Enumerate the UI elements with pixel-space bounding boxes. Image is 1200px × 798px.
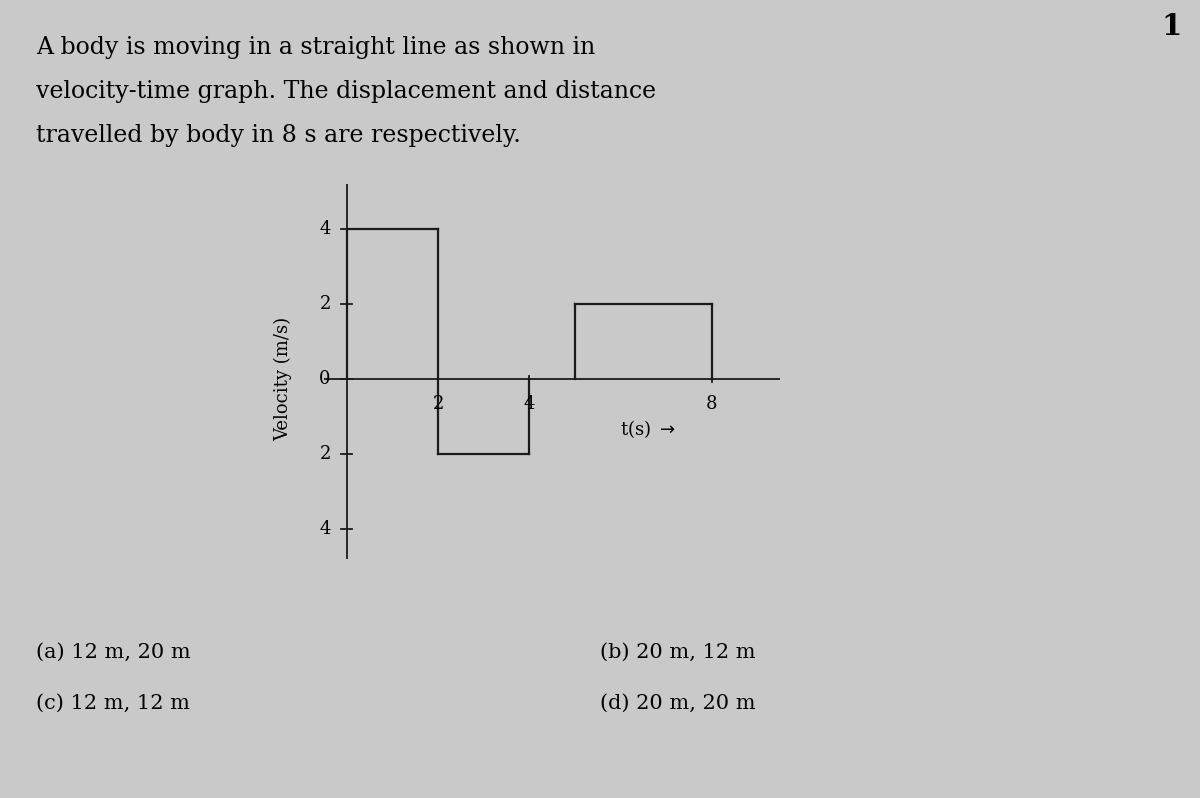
Text: 8: 8: [706, 396, 718, 413]
Text: 4: 4: [319, 519, 331, 538]
Text: Velocity (m/s): Velocity (m/s): [274, 317, 292, 440]
Text: (a) 12 m, 20 m: (a) 12 m, 20 m: [36, 642, 191, 662]
Text: 2: 2: [319, 294, 331, 313]
Text: t(s) $\rightarrow$: t(s) $\rightarrow$: [620, 418, 677, 440]
Text: (d) 20 m, 20 m: (d) 20 m, 20 m: [600, 694, 756, 713]
Text: 2: 2: [432, 396, 444, 413]
Text: 0: 0: [319, 369, 331, 388]
Text: 2: 2: [319, 444, 331, 463]
Text: A body is moving in a straight line as shown in: A body is moving in a straight line as s…: [36, 36, 595, 59]
Text: (b) 20 m, 12 m: (b) 20 m, 12 m: [600, 642, 756, 662]
Text: (c) 12 m, 12 m: (c) 12 m, 12 m: [36, 694, 190, 713]
Text: 4: 4: [319, 219, 331, 238]
Text: velocity-time graph. The displacement and distance: velocity-time graph. The displacement an…: [36, 80, 656, 103]
Text: 1: 1: [1162, 12, 1182, 41]
Text: 4: 4: [523, 396, 535, 413]
Text: travelled by body in 8 s are respectively.: travelled by body in 8 s are respectivel…: [36, 124, 521, 147]
